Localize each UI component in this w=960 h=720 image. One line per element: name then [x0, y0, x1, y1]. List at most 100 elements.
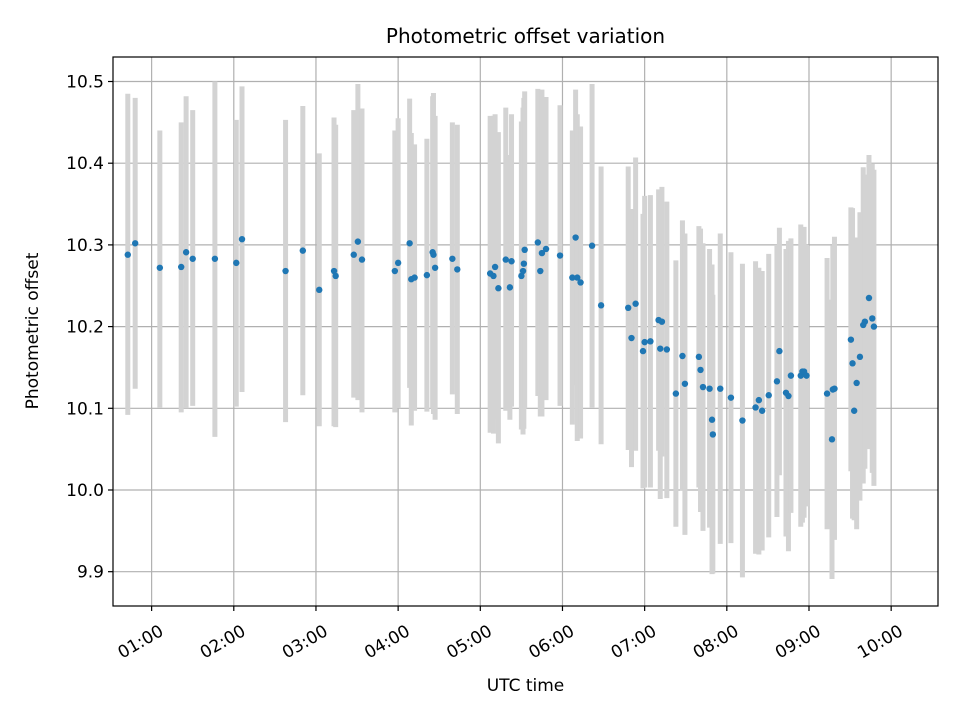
data-point [124, 251, 131, 258]
data-point [663, 346, 671, 353]
x-axis-label: UTC time [487, 676, 565, 696]
data-point [752, 404, 759, 411]
y-tick-label: 10.2 [66, 318, 104, 338]
data-point [238, 235, 246, 243]
data-point [282, 267, 289, 275]
y-tick-label: 10.0 [66, 481, 104, 501]
data-point [406, 240, 413, 247]
y-axis: 9.9 10.0 10.1 10.2 10.3 10.4 10.5 [66, 73, 113, 583]
data-point [520, 260, 528, 267]
data-point [556, 252, 564, 259]
data-point [632, 300, 639, 307]
y-tick-label: 10.5 [66, 73, 104, 93]
data-point [861, 318, 869, 325]
data-point [658, 318, 666, 325]
data-point [831, 385, 838, 392]
data-point [765, 392, 772, 399]
data-point [519, 267, 527, 275]
data-point [330, 267, 338, 275]
data-point [755, 396, 763, 404]
data-point [709, 431, 717, 438]
data-point [211, 255, 219, 262]
data-point [865, 294, 873, 302]
data-point [847, 336, 855, 343]
data-point [574, 274, 581, 281]
data-point [803, 372, 810, 379]
y-tick-label: 10.1 [66, 399, 104, 419]
data-point [518, 272, 525, 280]
data-point [391, 267, 399, 275]
data-point [521, 246, 528, 254]
data-point [597, 302, 605, 309]
chart-title: Photometric offset variation [386, 24, 665, 48]
data-point [182, 249, 190, 256]
data-point [869, 315, 876, 322]
data-point [233, 259, 240, 267]
data-point [358, 256, 366, 263]
data-point [449, 255, 456, 262]
plot-frame [112, 56, 939, 607]
data-point [776, 347, 783, 355]
data-point [538, 249, 546, 257]
data-point [695, 353, 703, 361]
data-point [534, 239, 542, 246]
data-point [569, 274, 576, 281]
data-point [572, 234, 579, 241]
data-point [785, 392, 792, 400]
data-point [577, 279, 584, 286]
data-point [394, 259, 402, 267]
data-point [431, 264, 439, 271]
data-point [131, 240, 139, 247]
data-point [490, 272, 497, 280]
data-point [697, 366, 704, 374]
data-point [430, 251, 437, 258]
data-point [850, 407, 858, 414]
data-point [316, 286, 323, 294]
data-point [699, 383, 707, 391]
data-point [679, 352, 686, 360]
data-point [178, 263, 185, 271]
y-tick-label: 9.9 [77, 563, 104, 583]
data-point [681, 380, 689, 387]
data-point [508, 258, 515, 265]
data-point [647, 338, 654, 345]
data-point [849, 360, 856, 367]
data-point [856, 353, 864, 361]
data-point [502, 256, 509, 263]
data-point [727, 394, 735, 401]
data-point [542, 245, 550, 253]
data-point [758, 407, 766, 414]
data-point [454, 266, 461, 273]
data-point [332, 272, 339, 280]
data-point [491, 263, 499, 271]
data-point [657, 345, 664, 352]
data-point [823, 390, 831, 397]
data-point [708, 416, 716, 423]
data-point [870, 323, 878, 330]
data-point [828, 436, 836, 443]
data-point [350, 251, 357, 258]
data-point [189, 255, 196, 262]
y-axis-label: Photometric offset [23, 252, 43, 409]
data-point [672, 390, 680, 397]
data-point [411, 274, 418, 281]
data-point [787, 372, 795, 379]
data-points [124, 234, 878, 443]
data-point [495, 285, 502, 292]
y-tick-label: 10.3 [66, 236, 104, 256]
data-point [628, 334, 635, 342]
data-point [739, 417, 746, 424]
data-point [537, 267, 544, 275]
data-point [706, 385, 713, 392]
data-point [588, 242, 596, 249]
data-point [717, 385, 724, 392]
data-point [423, 271, 431, 279]
data-point [853, 379, 860, 387]
data-point [299, 247, 307, 254]
data-point [625, 304, 632, 312]
data-point [354, 238, 362, 245]
data-point [641, 338, 648, 346]
data-point [639, 347, 647, 355]
data-point [506, 284, 514, 291]
